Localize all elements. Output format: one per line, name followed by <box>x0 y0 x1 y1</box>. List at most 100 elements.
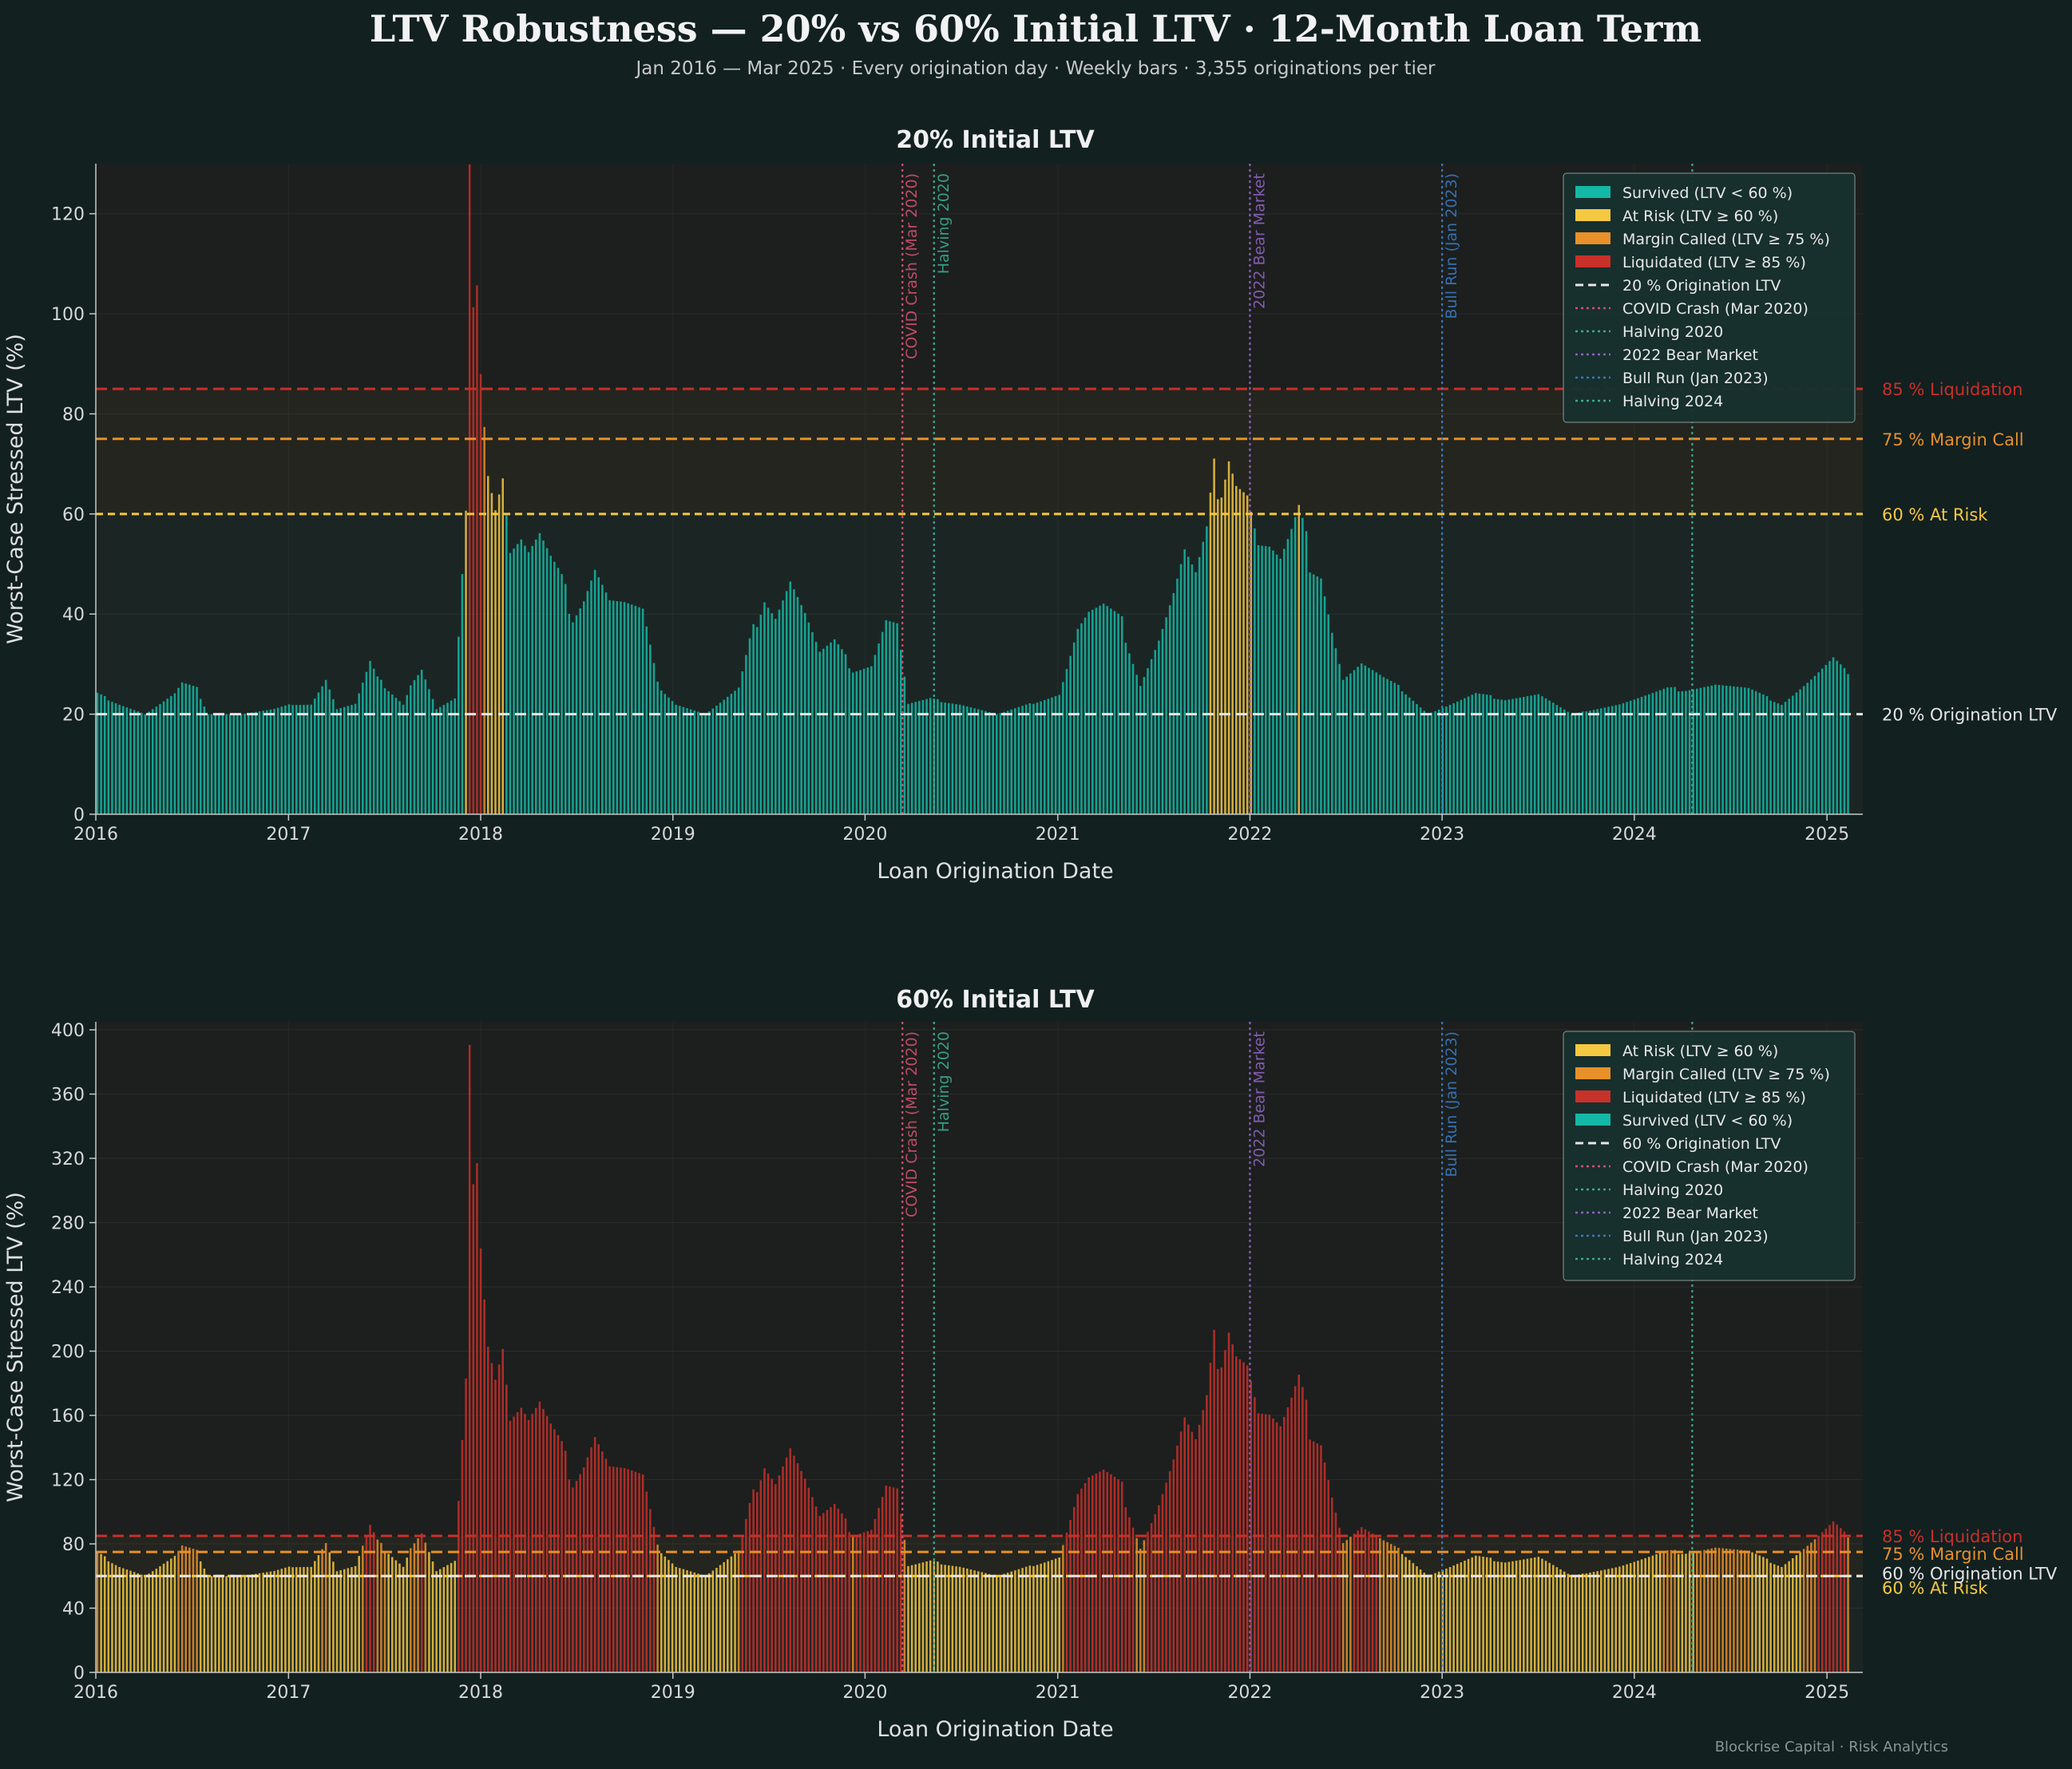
weekly-bar <box>1585 1573 1588 1672</box>
weekly-bar <box>1607 706 1610 814</box>
weekly-bar <box>438 706 442 814</box>
weekly-bar <box>830 642 832 814</box>
weekly-bar <box>1246 495 1249 814</box>
weekly-bar <box>527 552 530 814</box>
weekly-bar <box>1099 1471 1101 1672</box>
weekly-bar <box>1703 1549 1706 1672</box>
weekly-bar <box>1773 1564 1776 1672</box>
weekly-bar <box>763 602 766 814</box>
panel-60-initial-ltv: 0 40 80 120 160 200 240 280 320 360 400 2016 2017 201… <box>3 986 2058 1742</box>
weekly-bar <box>1010 709 1012 814</box>
weekly-bar <box>1150 1522 1153 1672</box>
weekly-bar <box>1493 698 1496 814</box>
weekly-bar <box>365 1535 368 1672</box>
weekly-bar <box>501 478 504 814</box>
weekly-bar <box>664 1556 667 1672</box>
weekly-bar <box>1386 679 1389 814</box>
weekly-bar <box>1817 1535 1820 1672</box>
weekly-bar <box>575 615 578 814</box>
weekly-bar <box>394 1560 398 1672</box>
weekly-bar <box>937 698 939 814</box>
x-tick-label: 2019 <box>651 825 695 845</box>
weekly-bar <box>1375 672 1377 814</box>
weekly-bar <box>273 708 275 814</box>
weekly-bar <box>1187 556 1190 814</box>
weekly-bar <box>1264 1414 1267 1672</box>
weekly-bar <box>719 702 722 814</box>
weekly-bar <box>620 1467 622 1672</box>
weekly-bar <box>218 714 220 814</box>
weekly-bar <box>505 1384 508 1672</box>
weekly-bar <box>1091 1475 1094 1672</box>
weekly-bar <box>1523 697 1525 814</box>
weekly-bar <box>1596 709 1599 814</box>
weekly-bar <box>1703 687 1706 814</box>
weekly-bar <box>549 1423 553 1672</box>
weekly-bar <box>420 1533 423 1672</box>
weekly-bar <box>291 705 294 814</box>
weekly-bar <box>885 1485 888 1672</box>
weekly-bar <box>1688 690 1691 814</box>
weekly-bar <box>1434 710 1436 814</box>
y-tick-label: 120 <box>51 205 85 225</box>
legend-swatch-survived-ltv-60 <box>1575 1114 1610 1126</box>
weekly-bar <box>210 1576 213 1672</box>
weekly-bar <box>431 698 434 814</box>
weekly-bar <box>221 1576 224 1672</box>
weekly-bar <box>1341 679 1345 814</box>
weekly-bar <box>1610 706 1614 814</box>
weekly-bar <box>1036 1565 1039 1672</box>
weekly-bar <box>671 701 674 814</box>
y-tick-label: 360 <box>51 1086 85 1106</box>
weekly-bar <box>981 1572 984 1672</box>
weekly-bar <box>1603 1569 1606 1672</box>
weekly-bar <box>472 307 475 815</box>
weekly-bar <box>992 713 994 814</box>
weekly-bar <box>1511 1561 1514 1672</box>
weekly-bar <box>218 1576 220 1672</box>
weekly-bar <box>1754 1553 1757 1672</box>
threshold-label-85-liquidation: 85 % Liquidation <box>1882 1527 2022 1546</box>
weekly-bar <box>1563 709 1566 814</box>
weekly-bar <box>162 1563 165 1672</box>
weekly-bar <box>129 1570 132 1672</box>
weekly-bar <box>1047 1561 1050 1672</box>
weekly-bar <box>1257 1413 1260 1672</box>
weekly-bar <box>1017 1569 1020 1672</box>
weekly-bar <box>866 667 869 814</box>
weekly-bar <box>159 703 161 814</box>
weekly-bar <box>483 426 485 814</box>
weekly-bar <box>737 1550 740 1672</box>
weekly-bar <box>376 1539 379 1672</box>
weekly-bar <box>1024 1566 1028 1672</box>
weekly-bar <box>649 644 652 814</box>
weekly-bar <box>490 493 493 814</box>
weekly-bar <box>899 1514 902 1672</box>
weekly-bar <box>1368 1531 1370 1672</box>
weekly-bar <box>1640 1559 1643 1672</box>
weekly-bar <box>1640 696 1643 814</box>
weekly-bar <box>1699 687 1702 814</box>
weekly-bar <box>962 1567 965 1672</box>
weekly-bar <box>1792 695 1794 814</box>
x-tick-label: 2024 <box>1612 825 1657 845</box>
weekly-bar <box>870 1530 873 1672</box>
weekly-bar <box>527 1419 530 1672</box>
weekly-bar <box>1072 642 1076 814</box>
weekly-bar <box>1696 688 1698 814</box>
weekly-bar <box>1110 1474 1112 1672</box>
weekly-bar <box>1674 1549 1676 1672</box>
weekly-bar <box>1275 554 1278 814</box>
weekly-bar <box>287 1566 291 1672</box>
weekly-bar <box>1441 707 1444 814</box>
weekly-bar <box>947 1565 950 1672</box>
weekly-bar <box>535 539 537 814</box>
weekly-bar <box>623 602 626 814</box>
legend-label-margin-called-ltv-75: Margin Called (LTV ≥ 75 %) <box>1622 231 1830 248</box>
weekly-bar <box>593 1437 596 1672</box>
event-label-covid-crash-mar-2020: COVID Crash (Mar 2020) <box>903 173 921 359</box>
weekly-bar <box>553 561 556 814</box>
weekly-bar <box>100 1553 102 1672</box>
weekly-bar <box>1471 1557 1473 1672</box>
weekly-bar <box>675 1566 677 1672</box>
